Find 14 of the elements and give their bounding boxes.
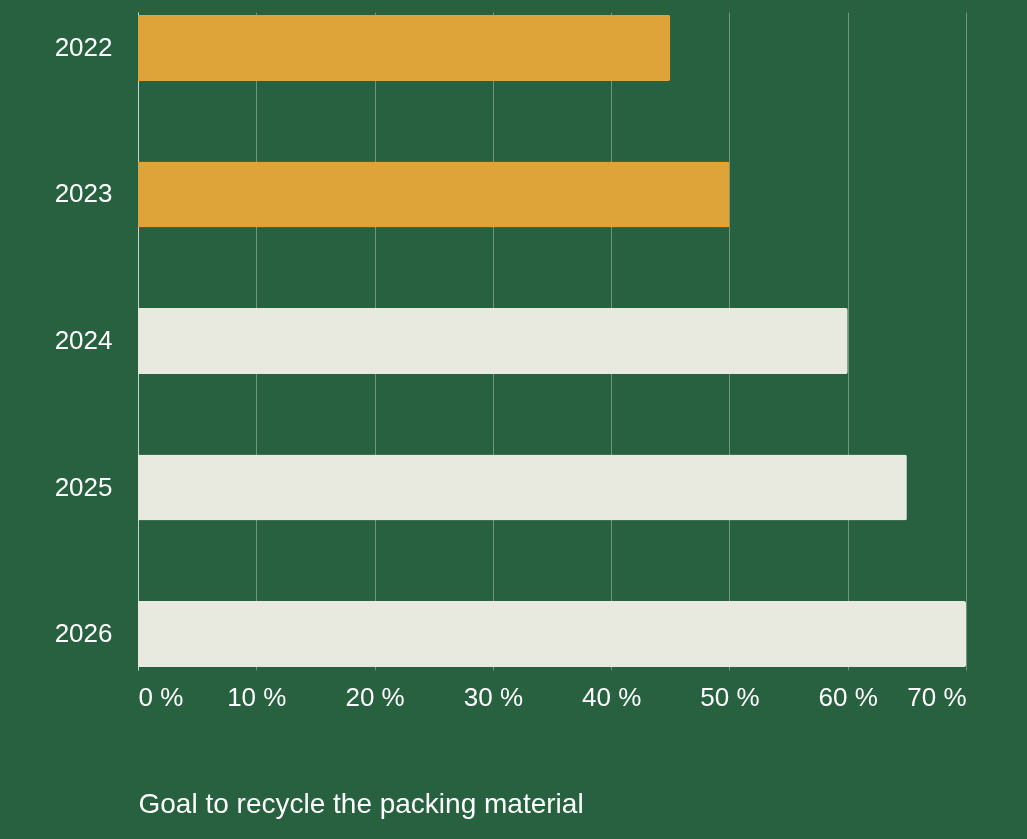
x-tick-label: 0 % xyxy=(138,681,184,712)
y-tick-label: 2023 xyxy=(54,178,113,209)
x-tick-label: 50 % xyxy=(700,681,760,712)
x-axis-title: Goal to recycle the packing material xyxy=(138,787,584,819)
y-tick-label: 2026 xyxy=(54,618,113,649)
y-tick-label: 2024 xyxy=(54,325,113,355)
x-tick-label: 20 % xyxy=(345,681,405,712)
y-tick-label: 2022 xyxy=(54,31,113,62)
x-tick-label: 10 % xyxy=(227,681,287,712)
x-tick-label: 60 % xyxy=(818,681,878,712)
x-tick-label: 40 % xyxy=(582,681,642,712)
y-tick-label: 2025 xyxy=(54,471,113,502)
x-tick-label: 70 % xyxy=(907,681,967,712)
x-tick-label: 30 % xyxy=(463,681,523,712)
